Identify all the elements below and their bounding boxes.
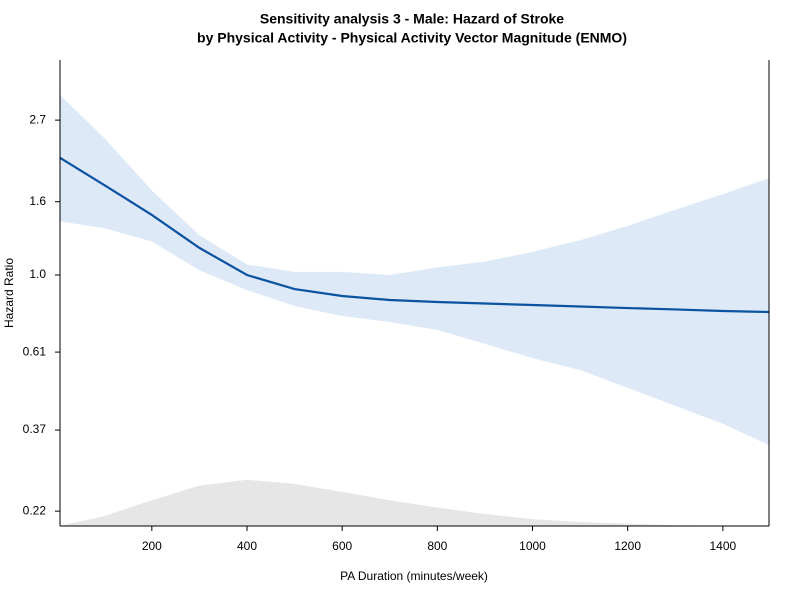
hazard-line [59, 156, 770, 314]
x-tick-label: 200 [142, 539, 162, 553]
x-tick-label: 400 [237, 539, 257, 553]
density-area [60, 479, 769, 526]
x-tick-label: 600 [332, 539, 352, 553]
y-tick-label: 0.22 [23, 503, 47, 517]
y-tick-label: 1.0 [29, 267, 46, 281]
x-tick-label: 1000 [519, 539, 546, 553]
x-tick-label: 1200 [614, 539, 641, 553]
y-tick-label: 0.37 [23, 422, 47, 436]
x-tick-label: 800 [427, 539, 447, 553]
y-tick-label: 1.6 [29, 194, 46, 208]
y-axis-label: Hazard Ratio [2, 258, 16, 328]
confidence-band [60, 95, 769, 446]
x-tick-label: 1400 [709, 539, 736, 553]
y-tick-label: 0.61 [23, 344, 47, 358]
chart-subtitle: by Physical Activity - Physical Activity… [197, 30, 627, 46]
y-tick-label: 2.7 [29, 112, 46, 126]
x-axis-label: PA Duration (minutes/week) [340, 569, 488, 583]
chart-title: Sensitivity analysis 3 - Male: Hazard of… [260, 11, 564, 27]
